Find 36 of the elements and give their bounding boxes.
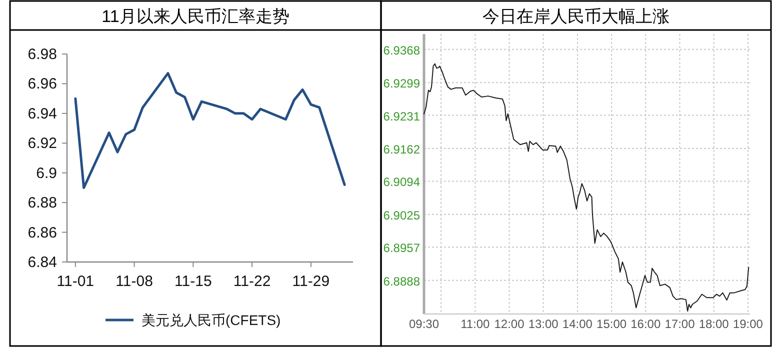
y-tick-label: 6.86	[28, 224, 57, 242]
x-tick-label: 11-08	[116, 273, 153, 290]
legend-label: 美元兑人民币(CFETS)	[142, 312, 281, 328]
y-tick-label: 6.94	[28, 105, 57, 122]
x-tick-label: 13:00	[528, 317, 559, 331]
chart-title: 今日在岸人民币大幅上涨	[482, 7, 670, 26]
x-tick-label: 11-01	[56, 273, 94, 290]
x-tick-label: 14:00	[562, 317, 593, 331]
line-series	[74, 72, 346, 189]
chart-title: 11月以来人民币汇率走势	[102, 7, 290, 26]
y-tick-label: 6.9368	[383, 43, 420, 58]
x-tick-label: 12:00	[494, 317, 525, 331]
x-tick-label: 17:00	[664, 317, 696, 331]
x-tick-label: 11:00	[460, 317, 490, 331]
x-tick-label: 11-22	[233, 273, 271, 290]
y-tick-label: 6.9	[36, 164, 57, 182]
y-tick-label: 6.9094	[383, 175, 420, 190]
y-tick-label: 6.8888	[383, 274, 420, 288]
x-tick-label: 19:00	[732, 317, 764, 331]
y-tick-label: 6.98	[28, 46, 57, 63]
x-tick-label: 15:00	[596, 317, 627, 331]
y-tick-label: 6.9162	[383, 142, 420, 156]
y-tick-label: 6.9025	[383, 208, 420, 222]
x-tick-label: 11-15	[174, 273, 212, 290]
y-tick-label: 6.8957	[383, 241, 420, 256]
y-tick-label: 6.92	[28, 135, 57, 152]
y-tick-label: 6.96	[28, 76, 57, 93]
y-tick-label: 6.84	[28, 254, 57, 271]
y-tick-label: 6.9231	[383, 109, 420, 124]
x-tick-label: 18:00	[698, 317, 730, 331]
x-tick-label: 11-29	[292, 273, 330, 290]
y-tick-label: 6.9299	[383, 76, 420, 91]
y-tick-label: 6.88	[28, 194, 57, 212]
line-series	[424, 63, 750, 312]
x-tick-label: 09:30	[408, 317, 440, 331]
x-tick-label: 16:00	[630, 317, 661, 331]
